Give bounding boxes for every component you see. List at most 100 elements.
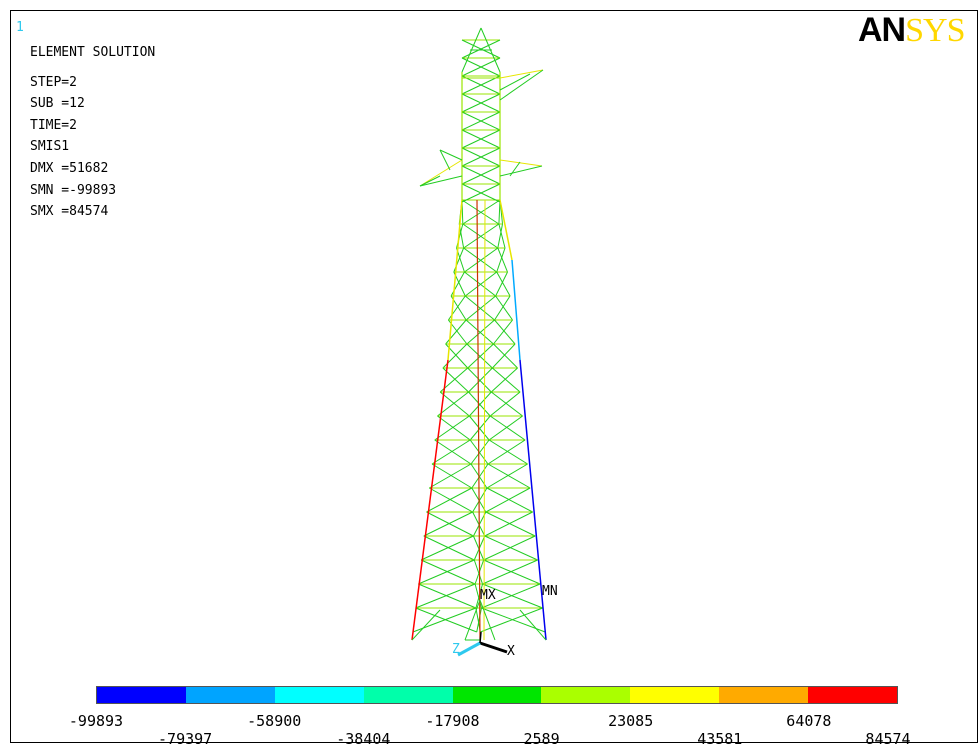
tower-member <box>492 343 516 369</box>
tower-member <box>461 75 501 95</box>
tower-member <box>487 439 526 465</box>
window-number: 1 <box>16 20 24 35</box>
tower-member <box>499 73 531 91</box>
tower-member <box>418 583 477 609</box>
tower-member <box>445 319 467 345</box>
legend-tick-label: -58900 <box>247 712 302 730</box>
tower-member <box>483 559 541 585</box>
tower-member <box>489 391 521 417</box>
tower-member <box>484 511 533 537</box>
legend-tick-label: -38404 <box>336 730 391 745</box>
tower-member <box>434 415 470 441</box>
tower-member <box>482 583 543 609</box>
tower-member <box>467 367 492 393</box>
tower-member <box>482 559 538 585</box>
legend-swatch <box>452 687 542 703</box>
tower-member <box>467 343 494 369</box>
tower-member <box>499 159 543 167</box>
tower-member <box>472 535 485 561</box>
legend-swatch <box>808 687 898 703</box>
info-smx: SMX =84574 <box>30 204 109 220</box>
tower-member <box>486 487 533 513</box>
tower-member <box>496 271 511 297</box>
info-step: STEP=2 <box>30 74 77 90</box>
tower-member <box>493 343 518 369</box>
tower-member <box>434 439 472 465</box>
legend-swatch <box>274 687 364 703</box>
tower-member <box>461 129 501 149</box>
legend-tick-label: 84574 <box>865 730 911 745</box>
tower-member <box>429 463 472 489</box>
tower-member <box>473 559 484 585</box>
legend-tick-label: -17908 <box>425 712 480 730</box>
tower-member <box>499 69 544 101</box>
tower-member <box>442 343 468 369</box>
tower-member <box>511 259 521 361</box>
tower-member <box>423 511 473 537</box>
tower-member <box>488 415 523 441</box>
tower-member <box>493 319 513 345</box>
info-smn: SMN =-99893 <box>30 182 117 198</box>
tower-member <box>419 175 463 187</box>
tower-member <box>461 39 501 59</box>
tower-member <box>494 295 511 321</box>
tower-member <box>476 199 481 641</box>
tower-member <box>487 463 531 489</box>
tower-member <box>498 199 501 225</box>
tower-member <box>495 271 508 297</box>
tower-member <box>461 111 501 131</box>
tower-member <box>437 391 469 417</box>
contour-legend-bar <box>96 686 898 704</box>
tower-member <box>474 583 482 609</box>
tower-member <box>462 223 499 249</box>
legend-tick-label: -79397 <box>158 730 213 745</box>
tower-member <box>465 295 496 321</box>
tower-member <box>519 359 547 641</box>
tower-member <box>463 247 498 273</box>
tower-member <box>426 487 473 513</box>
tower-member <box>419 159 463 187</box>
tower-member <box>495 295 513 321</box>
max-marker-label: MX <box>480 588 496 603</box>
tower-member <box>464 271 498 297</box>
tower-member <box>464 271 496 297</box>
info-title: ELEMENT SOLUTION <box>30 45 156 60</box>
tower-member <box>465 319 494 345</box>
tower-member <box>484 535 538 561</box>
tower-member <box>461 93 501 113</box>
tower-member <box>496 247 506 273</box>
tower-member <box>490 391 523 417</box>
info-time: TIME=2 <box>30 117 77 133</box>
ansys-logo: ANSYS <box>858 11 965 49</box>
tower-member <box>426 511 474 537</box>
viewport-frame <box>10 10 978 743</box>
legend-tick-label: 43581 <box>697 730 743 745</box>
tower-member <box>481 607 546 633</box>
tower-member <box>439 149 451 171</box>
info-dmx: DMX =51682 <box>30 160 109 176</box>
info-item: SMIS1 <box>30 139 70 155</box>
legend-tick-label: -99893 <box>68 712 124 730</box>
tower-member <box>450 271 465 297</box>
axis-triad-icon <box>457 631 508 657</box>
legend-swatch <box>541 687 631 703</box>
tower-member <box>463 223 500 249</box>
tower-member <box>439 149 463 161</box>
tower-member <box>498 223 506 249</box>
legend-tick-label: 64078 <box>786 712 832 730</box>
tower-member <box>468 415 490 441</box>
legend-swatch <box>719 687 809 703</box>
tower-member <box>490 367 518 393</box>
tower-member <box>497 223 503 249</box>
tower-member <box>485 487 531 513</box>
tower-member <box>411 609 441 641</box>
tower-member <box>509 161 521 177</box>
tower-member <box>437 415 471 441</box>
tower-member <box>461 147 501 167</box>
tower-member <box>418 559 475 585</box>
legend-swatch <box>363 687 453 703</box>
tower-member <box>461 57 501 77</box>
tower-member <box>483 199 486 641</box>
tower-member <box>420 559 476 585</box>
